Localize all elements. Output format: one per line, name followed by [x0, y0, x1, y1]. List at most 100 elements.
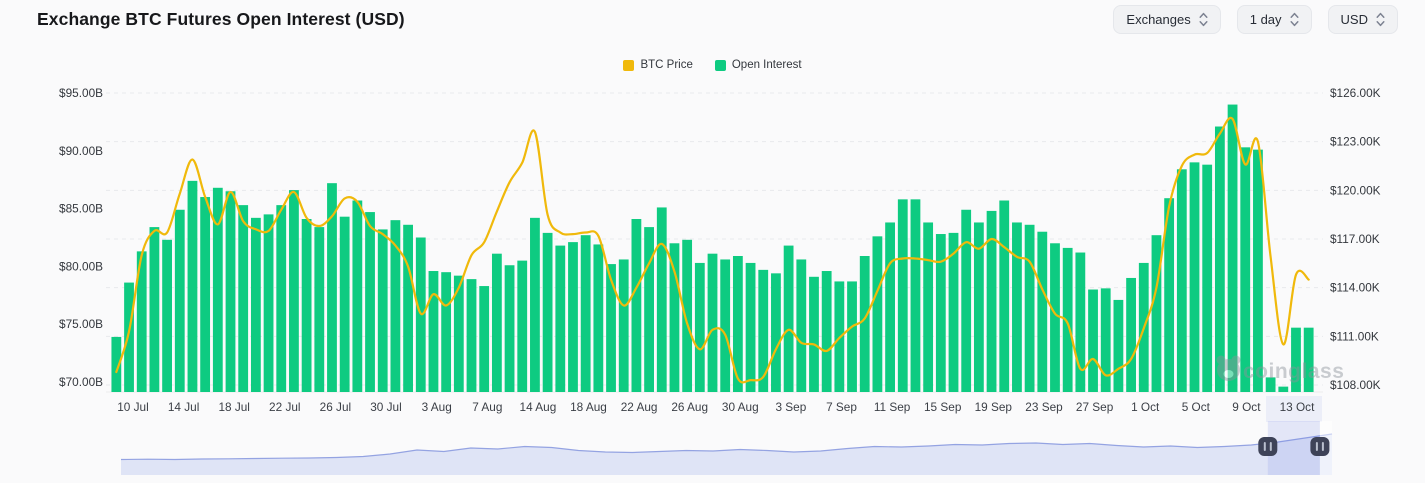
oi-bar[interactable] [682, 239, 693, 392]
oi-bar[interactable] [796, 259, 807, 392]
oi-bar[interactable] [466, 279, 477, 392]
navigator-handle-right[interactable] [1310, 437, 1330, 456]
oi-bar[interactable] [580, 235, 591, 392]
oi-bar[interactable] [986, 210, 997, 392]
exchanges-dropdown[interactable]: Exchanges [1113, 5, 1221, 34]
oi-bar[interactable] [618, 259, 629, 392]
oi-bar[interactable] [935, 234, 946, 392]
oi-bar[interactable] [136, 251, 147, 392]
oi-bar[interactable] [530, 217, 540, 392]
oi-bar[interactable] [1037, 231, 1048, 392]
oi-bar[interactable] [1100, 288, 1111, 392]
oi-bar[interactable] [1278, 386, 1289, 392]
oi-bar[interactable] [631, 219, 642, 392]
oi-bar[interactable] [961, 209, 972, 392]
currency-dropdown[interactable]: USD [1327, 5, 1398, 34]
oi-bar[interactable] [1062, 247, 1073, 392]
oi-bar[interactable] [1164, 198, 1175, 392]
oi-bar[interactable] [1189, 162, 1200, 392]
oi-bar[interactable] [948, 232, 959, 392]
oi-bar[interactable] [162, 239, 172, 392]
oi-bar[interactable] [504, 265, 515, 392]
oi-bar[interactable] [745, 262, 756, 392]
oi-bar[interactable] [491, 253, 502, 392]
oi-bar[interactable] [1176, 169, 1187, 392]
oi-bar[interactable] [1088, 289, 1098, 392]
oi-bar[interactable] [973, 222, 984, 392]
oi-bar[interactable] [390, 220, 401, 392]
oi-bar[interactable] [542, 232, 553, 392]
oi-bar[interactable] [1227, 104, 1238, 392]
oi-bar[interactable] [212, 187, 223, 392]
oi-bar[interactable] [1303, 327, 1314, 392]
oi-bar[interactable] [606, 264, 616, 392]
oi-bar[interactable] [1291, 327, 1301, 392]
oi-bar[interactable] [327, 183, 337, 392]
oi-bar[interactable] [847, 281, 857, 392]
oi-bar[interactable] [872, 236, 883, 392]
oi-bar[interactable] [707, 253, 718, 392]
oi-bar[interactable] [1202, 164, 1213, 392]
oi-bar[interactable] [758, 269, 769, 392]
oi-bar[interactable] [885, 222, 895, 392]
oi-bar[interactable] [314, 227, 325, 392]
navigator-area[interactable] [121, 434, 1332, 475]
oi-bar[interactable] [352, 200, 363, 392]
oi-bar[interactable] [1075, 252, 1086, 392]
oi-bar[interactable] [1024, 224, 1035, 392]
oi-bar[interactable] [1214, 126, 1225, 393]
right-axis-tick-label: $111.00K [1330, 329, 1379, 343]
oi-bar[interactable] [403, 224, 413, 392]
oi-bar[interactable] [910, 199, 921, 392]
oi-bar[interactable] [694, 262, 705, 392]
oi-bar[interactable] [821, 271, 832, 392]
oi-bar[interactable] [289, 190, 299, 392]
oi-bar[interactable] [1240, 147, 1251, 392]
oi-bar[interactable] [225, 191, 236, 392]
oi-bar[interactable] [453, 275, 464, 392]
oi-bar[interactable] [783, 245, 794, 392]
oi-bar[interactable] [1151, 235, 1162, 392]
oi-bar[interactable] [720, 259, 731, 392]
oi-bar[interactable] [428, 271, 439, 392]
oi-bar[interactable] [809, 276, 819, 392]
oi-bar[interactable] [771, 273, 781, 392]
oi-bar[interactable] [365, 212, 375, 392]
oi-bar[interactable] [568, 242, 578, 392]
oi-bar[interactable] [250, 217, 261, 392]
oi-bar[interactable] [732, 256, 743, 392]
oi-bar[interactable] [1012, 222, 1022, 392]
oi-bar[interactable] [377, 229, 388, 392]
oi-bar[interactable] [999, 200, 1010, 392]
oi-bar[interactable] [124, 282, 134, 392]
oi-bar[interactable] [517, 260, 528, 392]
grip-lines-icon [1263, 442, 1266, 451]
navigator-handle-left[interactable] [1258, 437, 1278, 456]
oi-bar[interactable] [593, 244, 604, 392]
oi-bar[interactable] [897, 199, 908, 392]
oi-bar[interactable] [555, 245, 566, 392]
oi-bar[interactable] [1265, 377, 1276, 392]
oi-bar[interactable] [339, 216, 350, 392]
oi-bar[interactable] [669, 243, 680, 392]
interval-dropdown[interactable]: 1 day [1236, 5, 1312, 34]
oi-bar[interactable] [276, 205, 287, 392]
oi-bar[interactable] [1253, 149, 1263, 392]
oi-bar[interactable] [1126, 277, 1136, 392]
oi-bar[interactable] [238, 205, 249, 392]
oi-bar[interactable] [859, 256, 870, 392]
oi-bar[interactable] [149, 227, 160, 392]
oi-bar[interactable] [187, 180, 198, 392]
oi-bar[interactable] [923, 222, 934, 392]
oi-bar[interactable] [111, 336, 122, 392]
oi-bar[interactable] [263, 214, 274, 392]
oi-bar[interactable] [301, 219, 312, 392]
oi-bar[interactable] [174, 209, 185, 392]
oi-bar[interactable] [200, 197, 211, 392]
oi-bar[interactable] [1113, 299, 1124, 392]
oi-bar[interactable] [479, 286, 490, 392]
oi-bar[interactable] [656, 207, 667, 392]
oi-bar[interactable] [644, 227, 654, 392]
oi-bar[interactable] [1050, 243, 1060, 392]
oi-bar[interactable] [441, 272, 452, 392]
